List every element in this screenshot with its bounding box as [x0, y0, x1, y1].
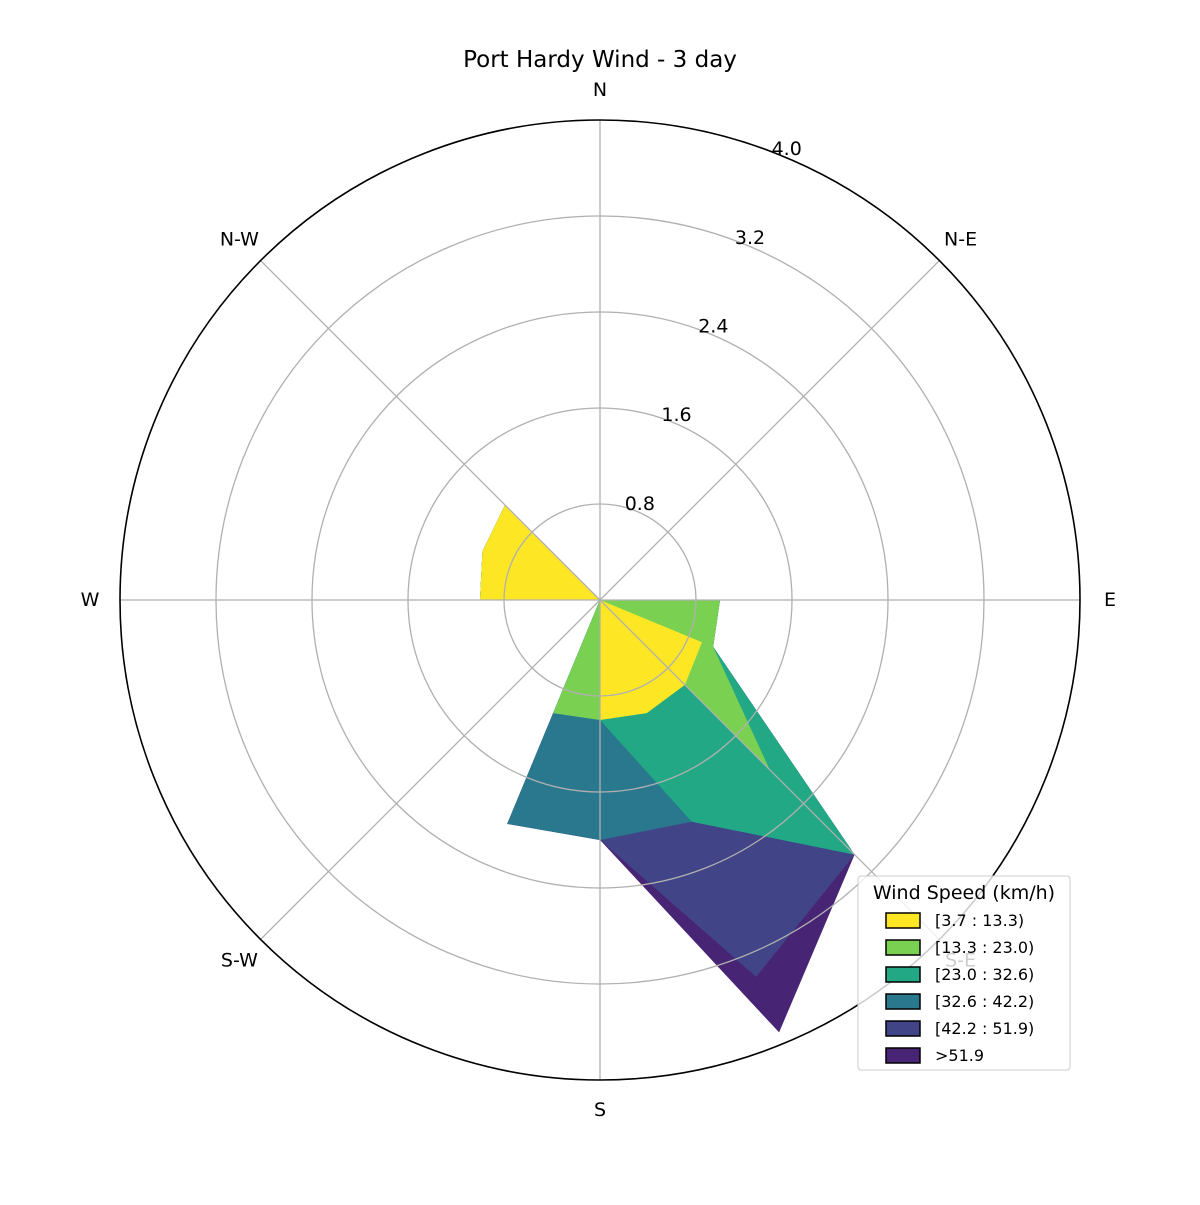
grid-spoke-7 [260, 260, 601, 601]
radial-tick-labels: 0.8 1.6 2.4 3.2 4.0 [625, 138, 802, 515]
radial-tick-label: 4.0 [772, 138, 802, 160]
outer-frame [119, 119, 1081, 1081]
series-area-0 [480, 505, 702, 720]
legend-label: [32.6 : 42.2) [935, 992, 1034, 1011]
legend-label: [42.2 : 51.9) [935, 1019, 1034, 1038]
legend-swatch [885, 939, 921, 956]
legend-label: >51.9 [935, 1046, 984, 1065]
legend-swatch [885, 912, 921, 929]
chart-title: Port Hardy Wind - 3 day [463, 47, 737, 73]
direction-label-n-e: N-E [944, 228, 977, 250]
direction-label-w: W [81, 589, 100, 611]
legend-label: [23.0 : 32.6) [935, 965, 1034, 984]
radial-tick-label: 3.2 [735, 227, 765, 249]
direction-label-n-w: N-W [220, 228, 259, 250]
direction-label-s-w: S-W [221, 950, 258, 972]
grid-spoke-1 [599, 260, 940, 601]
direction-label-s: S [594, 1099, 606, 1121]
direction-label-n: N [593, 79, 607, 101]
legend-label: [3.7 : 13.3) [935, 911, 1024, 930]
legend-label: [13.3 : 23.0) [935, 938, 1034, 957]
radial-tick-label: 0.8 [625, 493, 655, 515]
radial-tick-label: 1.6 [661, 404, 691, 426]
legend-swatch [885, 1047, 921, 1064]
legend: Wind Speed (km/h) [3.7 : 13.3) [13.3 : 23.… [857, 875, 1071, 1071]
direction-label-e: E [1104, 589, 1116, 611]
grid-spoke-5 [260, 599, 601, 940]
legend-title: Wind Speed (km/h) [873, 882, 1055, 904]
legend-swatch [885, 966, 921, 983]
legend-swatch [885, 1020, 921, 1037]
legend-swatch [885, 993, 921, 1010]
sector-layers [480, 505, 855, 1033]
radial-tick-label: 2.4 [698, 316, 728, 338]
